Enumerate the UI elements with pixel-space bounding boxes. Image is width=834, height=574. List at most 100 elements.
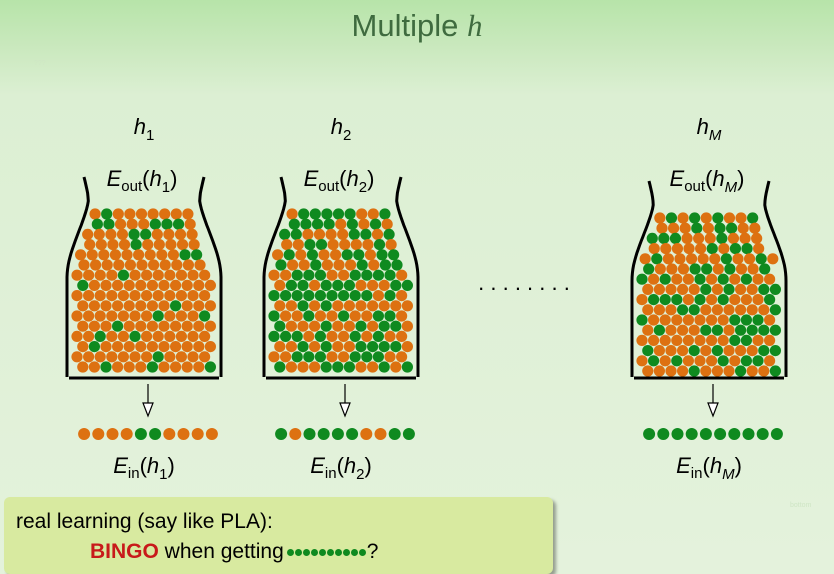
sample-marble (205, 428, 218, 440)
marble (326, 290, 338, 302)
marble (648, 355, 660, 367)
marble (123, 361, 135, 373)
marble (165, 239, 177, 251)
marble (94, 351, 106, 363)
marble (274, 300, 286, 312)
marble (697, 253, 709, 265)
sample-marble (331, 428, 344, 440)
note-end: ? (366, 540, 379, 563)
marble (711, 283, 724, 295)
marble (361, 310, 373, 322)
marble (199, 310, 211, 322)
marble (199, 290, 211, 302)
marble (372, 310, 384, 322)
marble (735, 365, 747, 377)
eout-label: Eout(hM) (670, 166, 745, 196)
marble (95, 239, 107, 251)
marble (717, 273, 729, 285)
note-mid: when getting (158, 540, 284, 563)
marble (140, 228, 152, 240)
marble (283, 249, 295, 261)
marble (343, 279, 355, 291)
sample-marble (671, 428, 684, 440)
marble (335, 218, 347, 230)
marble (356, 259, 368, 271)
marble (653, 304, 666, 316)
arrow-down-icon (707, 402, 719, 418)
marble (364, 249, 377, 261)
marble (688, 304, 700, 316)
marble (106, 351, 118, 363)
marble (138, 218, 150, 230)
marble (194, 259, 206, 271)
marble (700, 365, 712, 377)
marble (106, 290, 118, 302)
marble (662, 253, 674, 265)
marble (642, 324, 654, 336)
marble (343, 341, 355, 353)
marble (152, 330, 164, 342)
marble (714, 222, 726, 234)
sample-marble (770, 428, 783, 440)
marble (193, 279, 205, 291)
marble (717, 294, 729, 306)
marble (88, 361, 100, 373)
marble (275, 259, 287, 271)
marble (297, 279, 309, 291)
marble (175, 269, 188, 281)
marble (735, 212, 747, 224)
marble (642, 345, 654, 357)
marble (379, 259, 391, 271)
marble (720, 253, 732, 265)
marble (700, 304, 712, 316)
sample-marble (714, 428, 727, 440)
marble (338, 310, 350, 322)
marble (82, 228, 94, 240)
marble (164, 310, 176, 322)
marble (117, 310, 129, 322)
marble (723, 304, 735, 316)
sample-marble (106, 428, 119, 440)
marble (383, 228, 395, 240)
marble (338, 330, 350, 342)
marble (769, 283, 782, 295)
marble (367, 361, 379, 373)
marble (735, 345, 747, 357)
sample-marble (78, 428, 91, 440)
marble (314, 351, 326, 363)
marble (349, 330, 361, 342)
sample-marble (191, 428, 204, 440)
marble (268, 290, 280, 302)
marble (636, 355, 648, 367)
marble (126, 218, 138, 230)
marble (141, 330, 153, 342)
marble (368, 259, 380, 271)
marble (723, 324, 735, 336)
marble (187, 351, 199, 363)
marble (285, 341, 297, 353)
sample-marble (163, 428, 176, 440)
marble (643, 263, 655, 275)
marble (737, 222, 749, 234)
marble (677, 365, 689, 377)
marble (129, 330, 141, 342)
marble (303, 269, 315, 281)
sample-marble (728, 428, 741, 440)
marble (659, 314, 671, 326)
sample-marble (360, 428, 373, 440)
marble (321, 259, 333, 271)
sample-marble (303, 428, 316, 440)
marble (320, 320, 332, 332)
marble (332, 300, 344, 312)
marble (379, 208, 391, 220)
marble (349, 310, 361, 322)
marble (353, 249, 365, 261)
marble (193, 300, 205, 312)
marble (642, 365, 654, 377)
marble (279, 228, 291, 240)
jar-wall-left (262, 176, 287, 377)
marble (727, 232, 740, 244)
marble (390, 361, 402, 373)
marble (653, 365, 666, 377)
marble (378, 361, 390, 373)
